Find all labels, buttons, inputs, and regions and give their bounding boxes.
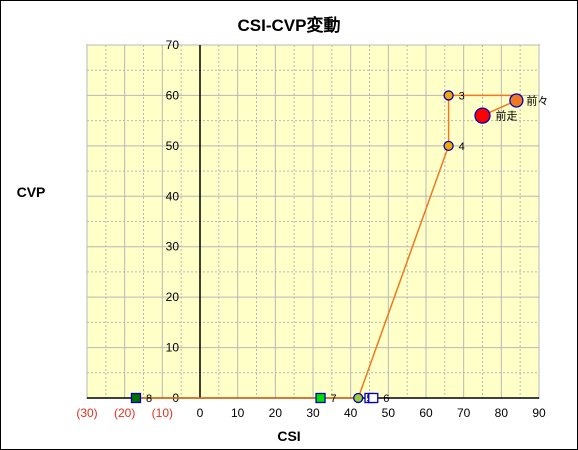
y-tick-label: 20 (166, 290, 180, 304)
y-tick-label: 50 (166, 139, 180, 153)
x-tick-label: (10) (152, 406, 173, 420)
point-label: 6 (383, 393, 389, 405)
x-tick-label: (20) (114, 406, 135, 420)
point-3-marker (443, 90, 454, 101)
point-6-marker (368, 392, 379, 404)
point-前走-marker (474, 107, 491, 124)
point-label: 4 (459, 141, 465, 153)
point-7-marker (315, 392, 326, 404)
x-tick-label: 20 (269, 406, 283, 420)
x-axis-title: CSI (277, 428, 300, 444)
point-8-marker (130, 392, 142, 404)
x-tick-label: 90 (532, 406, 546, 420)
x-tick-label: (30) (76, 406, 97, 420)
x-tick-label: 60 (419, 406, 433, 420)
y-tick-label: 60 (166, 88, 180, 102)
y-axis-title: CVP (17, 184, 46, 200)
data-points: 前走前々345678 (130, 90, 548, 405)
point-4-marker (443, 140, 454, 152)
x-tick-labels: (30) (20) (10) 0 10 20 30 40 50 60 70 80 90 (76, 406, 546, 420)
point-label: 前走 (496, 109, 518, 123)
x-tick-label: 10 (231, 406, 245, 420)
chart-title: CSI-CVP変動 (238, 15, 341, 35)
y-tick-label: 30 (166, 240, 180, 254)
y-tick-label: 70 (166, 38, 180, 52)
point-前々-marker (509, 93, 524, 108)
x-tick-label: 0 (197, 406, 204, 420)
grid-lines (86, 44, 540, 399)
point-label: 7 (331, 393, 337, 405)
point-unlabeled-marker (353, 392, 364, 404)
point-label: 前々 (526, 93, 548, 107)
point-label: 3 (459, 90, 465, 102)
x-tick-label: 70 (457, 406, 471, 420)
point-label: 8 (146, 393, 152, 405)
y-tick-label: 40 (166, 189, 180, 203)
x-tick-label: 30 (306, 406, 320, 420)
x-tick-label: 40 (344, 406, 358, 420)
x-tick-label: 50 (382, 406, 396, 420)
x-tick-label: 80 (495, 406, 509, 420)
y-tick-label: 10 (166, 341, 180, 355)
